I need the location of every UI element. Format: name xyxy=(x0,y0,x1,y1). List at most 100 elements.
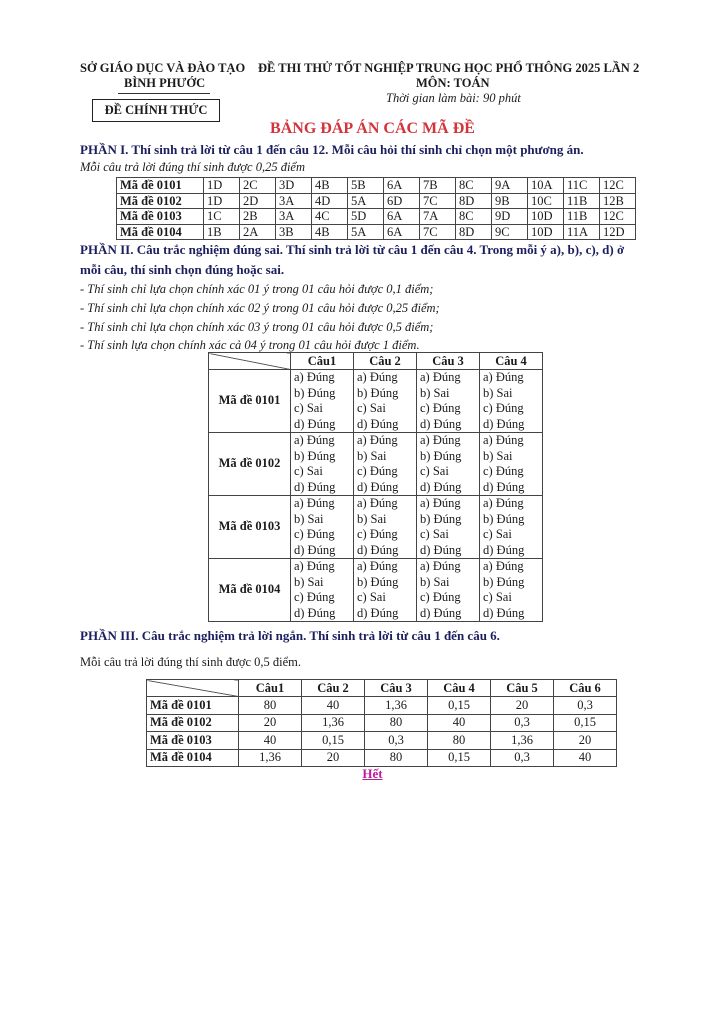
table-row: Mã đề 0102 20 1,36 80 40 0,3 0,15 xyxy=(146,713,617,732)
answer-item: a) Đúng xyxy=(483,370,524,384)
answer-cell: 12D xyxy=(599,223,636,240)
answer-cell: 11B xyxy=(563,208,600,225)
exam-code: Mã đề 0101 xyxy=(208,369,291,433)
answer-cell: 3A xyxy=(275,208,312,225)
answer-item: d) Đúng xyxy=(420,416,462,431)
answer-cell: 6A xyxy=(383,223,420,240)
answer-item: d) Đúng xyxy=(483,479,525,494)
answer-item: a) Đúng xyxy=(294,559,335,573)
answer-item: b) Sai xyxy=(294,574,324,589)
answer-cell: a) Đúng b) Sai c) Đúng d) Đúng xyxy=(290,495,354,559)
answer-item: c) Sai xyxy=(420,527,449,541)
answer-cell: 20 xyxy=(301,748,365,767)
answer-cell: 1B xyxy=(203,223,240,240)
exam-title: ĐỀ THI THỬ TỐT NGHIỆP TRUNG HỌC PHỔ THÔN… xyxy=(258,61,640,75)
answer-item: c) Sai xyxy=(294,401,323,415)
column-header: Câu 2 xyxy=(301,679,365,697)
answer-cell: a) Đúng b) Sai c) Đúng d) Đúng xyxy=(416,558,480,622)
answer-cell: 3D xyxy=(275,177,312,194)
answer-cell: 0,3 xyxy=(553,696,617,715)
answer-item: c) Đúng xyxy=(483,464,524,478)
table-row: Mã đề 0101 1D 2C 3D 4B 5B 6A 7B 8C 9A 10A 11C 12C xyxy=(116,177,636,194)
answer-cell: 11B xyxy=(563,192,600,209)
answer-item: a) Đúng xyxy=(483,433,524,447)
part2-rule: - Thí sinh chỉ lựa chọn chính xác 01 ý t… xyxy=(80,282,434,296)
answer-item: a) Đúng xyxy=(420,559,461,573)
answer-cell: 10D xyxy=(527,223,564,240)
answer-item: a) Đúng xyxy=(294,433,335,447)
column-header: Câu 6 xyxy=(553,679,617,697)
answer-item: b) Đúng xyxy=(420,511,462,526)
answer-cell: 4C xyxy=(311,208,348,225)
answer-cell: 7A xyxy=(419,208,456,225)
answer-cell: 1D xyxy=(203,177,240,194)
part2-rule: - Thí sinh lựa chọn chính xác cả 04 ý tr… xyxy=(80,338,420,352)
answer-cell: 40 xyxy=(301,696,365,715)
answer-cell: 4B xyxy=(311,177,348,194)
answer-item: a) Đúng xyxy=(483,559,524,573)
table-row: Mã đề 0104 1B 2A 3B 4B 5A 6A 7C 8D 9C 10D 11A 12D xyxy=(116,223,636,240)
answer-item: d) Đúng xyxy=(357,479,399,494)
column-header: Câu 3 xyxy=(416,352,480,370)
answer-item: d) Đúng xyxy=(357,605,399,620)
answer-item: d) Đúng xyxy=(357,416,399,431)
page-title: BẢNG ĐÁP ÁN CÁC MÃ ĐỀ xyxy=(270,120,475,137)
part1-heading: PHẦN I. Thí sinh trả lời từ câu 1 đến câ… xyxy=(80,142,584,157)
answer-cell: 40 xyxy=(427,713,491,732)
table-row: Mã đề 0102 1D 2D 3A 4D 5A 6D 7C 8D 9B 10C 11B 12B xyxy=(116,192,636,209)
part1-answer-table: Mã đề 0101 1D 2C 3D 4B 5B 6A 7B 8C 9A 10A 11C 12C Mã … xyxy=(116,177,636,240)
exam-code: Mã đề 0102 xyxy=(146,713,239,732)
answer-cell: 6A xyxy=(383,208,420,225)
answer-item: d) Đúng xyxy=(420,479,462,494)
column-header: Câu1 xyxy=(238,679,302,697)
exam-code: Mã đề 0104 xyxy=(208,558,291,622)
answer-item: c) Đúng xyxy=(357,464,398,478)
answer-cell: 5A xyxy=(347,223,384,240)
column-header: Câu 4 xyxy=(479,352,543,370)
answer-cell: a) Đúng b) Sai c) Đúng d) Đúng xyxy=(353,495,417,559)
exam-code: Mã đề 0104 xyxy=(146,748,239,767)
answer-cell: a) Đúng b) Đúng c) Sai d) Đúng xyxy=(416,495,480,559)
answer-item: d) Đúng xyxy=(294,479,336,494)
answer-item: b) Đúng xyxy=(420,448,462,463)
corner-cell xyxy=(146,679,239,697)
answer-item: c) Đúng xyxy=(357,527,398,541)
answer-cell: 8D xyxy=(455,192,492,209)
answer-cell: 20 xyxy=(490,696,554,715)
answer-cell: 9A xyxy=(491,177,528,194)
answer-cell: 10A xyxy=(527,177,564,194)
answer-cell: 7C xyxy=(419,223,456,240)
answer-item: b) Sai xyxy=(420,385,450,400)
answer-item: d) Đúng xyxy=(357,542,399,557)
answer-item: c) Đúng xyxy=(294,590,335,604)
column-header: Câu 5 xyxy=(490,679,554,697)
answer-item: a) Đúng xyxy=(483,496,524,510)
answer-cell: 0,3 xyxy=(364,731,428,750)
table-row: Mã đề 0103 a) Đúng b) Sai c) Đúng d) Đúng a) … xyxy=(208,495,543,559)
answer-item: b) Đúng xyxy=(357,385,399,400)
exam-time: Thời gian làm bài: 90 phút xyxy=(386,91,521,105)
answer-cell: a) Đúng b) Đúng c) Sai d) Đúng xyxy=(290,432,354,496)
answer-cell: 0,15 xyxy=(427,748,491,767)
part3-answer-table: Câu1 Câu 2 Câu 3 Câu 4 Câu 5 Câu 6 Mã đề 0101 8… xyxy=(146,679,617,767)
answer-cell: a) Đúng b) Sai c) Đúng d) Đúng xyxy=(353,432,417,496)
answer-cell: 80 xyxy=(364,713,428,732)
answer-cell: 2C xyxy=(239,177,276,194)
answer-cell: 5D xyxy=(347,208,384,225)
column-header: Câu1 xyxy=(290,352,354,370)
answer-cell: a) Đúng b) Sai c) Đúng d) Đúng xyxy=(290,558,354,622)
answer-cell: 1,36 xyxy=(364,696,428,715)
answer-cell: 9D xyxy=(491,208,528,225)
answer-item: d) Đúng xyxy=(294,605,336,620)
answer-item: c) Sai xyxy=(294,464,323,478)
table-row: Mã đề 0101 80 40 1,36 0,15 20 0,3 xyxy=(146,696,617,715)
answer-item: c) Sai xyxy=(420,464,449,478)
answer-cell: 80 xyxy=(427,731,491,750)
answer-item: b) Sai xyxy=(294,511,324,526)
table-header-row: Câu1 Câu 2 Câu 3 Câu 4 xyxy=(208,352,543,370)
answer-item: c) Đúng xyxy=(420,401,461,415)
answer-cell: 12B xyxy=(599,192,636,209)
answer-cell: 5A xyxy=(347,192,384,209)
corner-cell xyxy=(208,352,291,370)
answer-cell: 10D xyxy=(527,208,564,225)
